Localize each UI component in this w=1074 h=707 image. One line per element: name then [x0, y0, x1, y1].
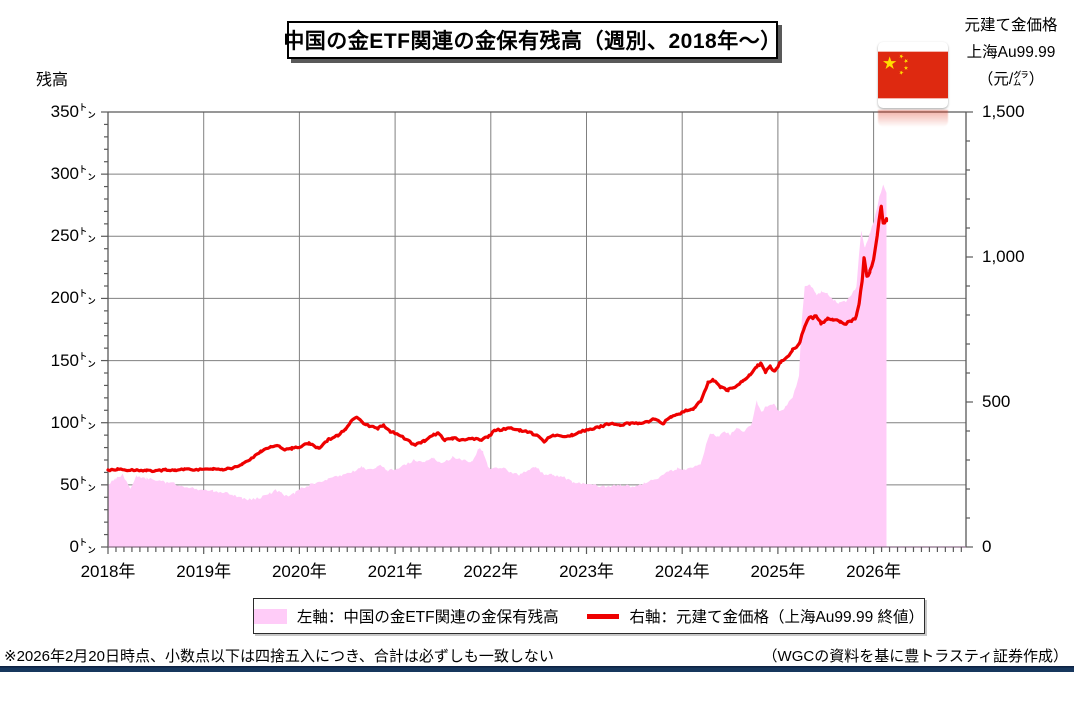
left-axis-tick-label: 350㌧: [50, 102, 96, 121]
x-axis-tick-label: 2024年: [654, 562, 710, 581]
left-axis-tick-label: 150㌧: [50, 350, 96, 370]
chart-title: 中国の金ETF関連の金保有残高（週別、2018年～）: [283, 30, 782, 53]
x-axis-tick-label: 2020年: [271, 562, 327, 581]
chart-title-box: 中国の金ETF関連の金保有残高（週別、2018年～）: [283, 21, 781, 59]
right-axis-tick-label: 500: [982, 392, 1011, 411]
x-axis-tick-label: 2021年: [367, 562, 423, 581]
left-axis-tick-label: 50㌧: [60, 474, 96, 494]
right-axis-title-line2: 上海Au99.99: [966, 44, 1056, 61]
left-axis-tick-label: 250㌧: [50, 226, 96, 246]
x-axis-tick-label: 2023年: [559, 562, 614, 581]
right-axis-tick-label: 1,000: [982, 247, 1025, 266]
left-axis-tick-label: 100㌧: [50, 412, 96, 432]
price-line-series: [106, 204, 889, 474]
china-flag-reflection: [878, 110, 948, 127]
left-axis-tick-label: 200㌧: [50, 288, 96, 308]
holdings-area-swatch: [254, 608, 287, 624]
axis-ticks: [101, 111, 973, 554]
price-line-swatch: [586, 613, 620, 619]
x-axis-tick-label: 2019年: [176, 562, 232, 581]
x-axis-tick-label: 2025年: [750, 562, 806, 581]
right-axis-tick-label: 1,500: [982, 102, 1025, 121]
right-axis-tick-label: 0: [982, 537, 992, 556]
holdings-area-series: [108, 184, 887, 547]
right-axis-title-line3: （元/㌘）: [977, 71, 1045, 88]
footnote-source: （WGCの資料を基に豊トラスティ証券作成）: [762, 648, 1068, 665]
legend-area-label: 左軸：中国の金ETF関連の金保有残高: [296, 609, 559, 626]
footer-rule: [0, 666, 1074, 672]
x-axis-tick-label: 2022年: [463, 562, 519, 581]
legend-line-label: 右軸：元建て金価格（上海Au99.99 終値）: [629, 609, 924, 626]
legend: 左軸：中国の金ETF関連の金保有残高 右軸：元建て金価格（上海Au99.99 終…: [253, 598, 925, 634]
x-axis-tick-label: 2018年: [80, 562, 136, 581]
left-axis-tick-label: 0㌧: [69, 537, 96, 556]
china-flag: [878, 42, 948, 108]
left-axis-title: 残高: [36, 72, 69, 89]
right-axis-title: 元建て金価格 上海Au99.99 （元/㌘）: [950, 12, 1072, 93]
left-axis-tick-label: 300㌧: [50, 164, 96, 184]
right-axis-title-line1: 元建て金価格: [964, 17, 1058, 34]
x-axis-tick-label: 2026年: [846, 562, 901, 581]
china-flag-image: [878, 51, 948, 99]
footnote-asof: ※2026年2月20日時点、小数点以下は四捨五入につき、合計は必ずしも一致しない: [4, 648, 554, 665]
